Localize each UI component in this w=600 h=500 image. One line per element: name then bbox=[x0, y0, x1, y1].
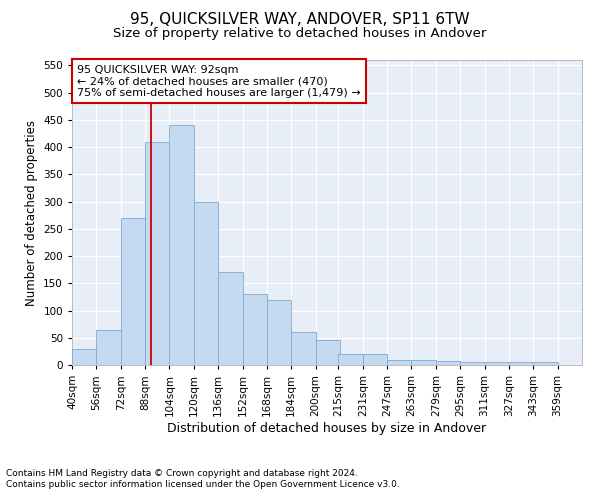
Text: Size of property relative to detached houses in Andover: Size of property relative to detached ho… bbox=[113, 28, 487, 40]
Bar bbox=[242, 294, 267, 365]
Bar bbox=[436, 361, 460, 365]
Bar bbox=[338, 354, 363, 365]
Bar bbox=[72, 348, 97, 365]
Y-axis label: Number of detached properties: Number of detached properties bbox=[25, 120, 38, 306]
X-axis label: Distribution of detached houses by size in Andover: Distribution of detached houses by size … bbox=[167, 422, 487, 434]
Text: Contains HM Land Registry data © Crown copyright and database right 2024.: Contains HM Land Registry data © Crown c… bbox=[6, 468, 358, 477]
Bar bbox=[533, 362, 557, 365]
Bar bbox=[387, 360, 412, 365]
Bar bbox=[460, 362, 485, 365]
Bar bbox=[267, 300, 291, 365]
Bar bbox=[121, 218, 145, 365]
Bar bbox=[291, 332, 316, 365]
Bar bbox=[485, 362, 509, 365]
Text: 95 QUICKSILVER WAY: 92sqm
← 24% of detached houses are smaller (470)
75% of semi: 95 QUICKSILVER WAY: 92sqm ← 24% of detac… bbox=[77, 64, 361, 98]
Bar bbox=[316, 340, 340, 365]
Bar bbox=[194, 202, 218, 365]
Bar bbox=[509, 362, 533, 365]
Bar bbox=[145, 142, 169, 365]
Text: Contains public sector information licensed under the Open Government Licence v3: Contains public sector information licen… bbox=[6, 480, 400, 489]
Bar bbox=[169, 126, 194, 365]
Bar bbox=[363, 354, 387, 365]
Text: 95, QUICKSILVER WAY, ANDOVER, SP11 6TW: 95, QUICKSILVER WAY, ANDOVER, SP11 6TW bbox=[130, 12, 470, 28]
Bar bbox=[97, 330, 121, 365]
Bar bbox=[218, 272, 242, 365]
Bar bbox=[412, 360, 436, 365]
